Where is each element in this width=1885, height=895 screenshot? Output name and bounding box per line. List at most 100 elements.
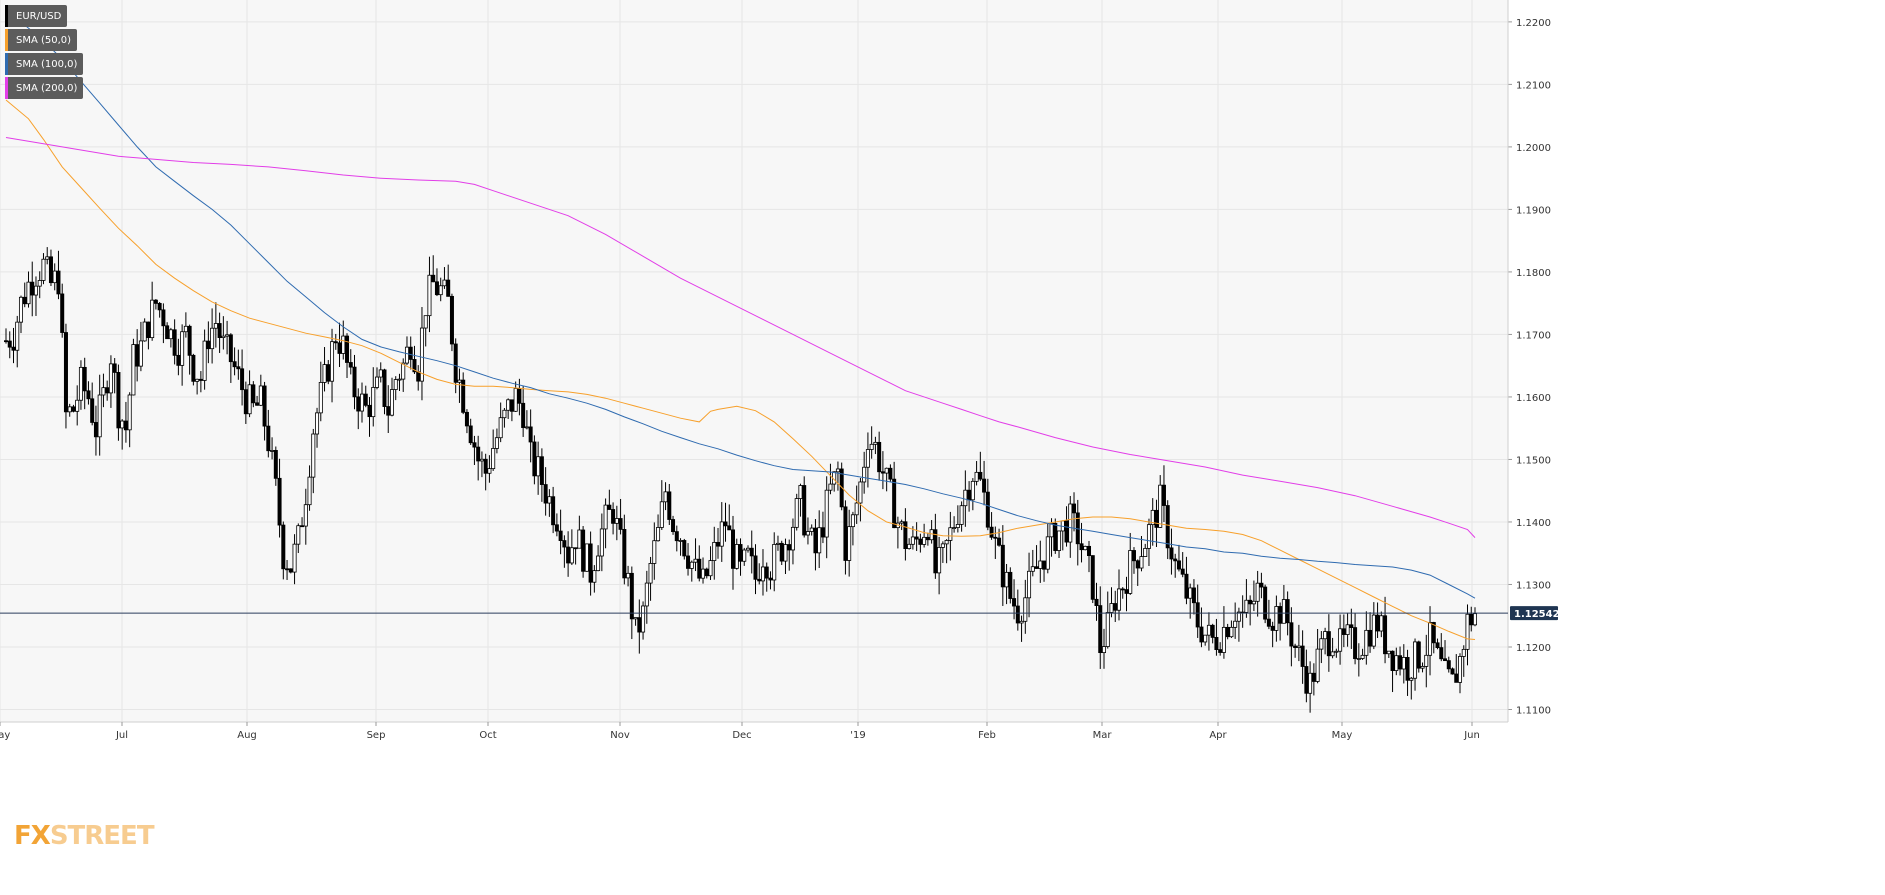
candle-body: [348, 362, 353, 368]
sma-line: [5, 12, 1476, 599]
candle-body: [198, 378, 203, 381]
candle-body: [1345, 624, 1350, 635]
candle-body: [183, 325, 188, 333]
candle-body: [817, 527, 822, 554]
legend-item-sma100[interactable]: SMA (100,0): [5, 53, 84, 75]
candle-body: [1368, 629, 1373, 647]
candle-body: [1004, 571, 1009, 588]
candle-body: [1424, 654, 1429, 667]
candle-body: [18, 296, 23, 323]
candle-body: [521, 402, 526, 428]
legend-item-sma200[interactable]: SMA (200,0): [5, 77, 84, 99]
last-price-badge: [1510, 606, 1558, 621]
candle-body: [266, 425, 271, 452]
candle-body: [1038, 560, 1043, 569]
candle-body: [63, 332, 68, 413]
candle-body: [1218, 649, 1223, 653]
candle-body: [955, 524, 960, 528]
candle-body: [596, 555, 601, 572]
candle-body: [693, 558, 698, 563]
candle-body: [659, 501, 664, 528]
candle-body: [869, 443, 874, 450]
candle-body: [285, 568, 290, 571]
candle-body: [472, 442, 477, 448]
candle-body: [431, 274, 436, 283]
candle-body: [26, 281, 31, 305]
x-tick-label: May: [0, 730, 10, 741]
candle-body: [45, 256, 50, 260]
candle-body: [944, 540, 949, 545]
candle-body: [1000, 544, 1005, 588]
candle-body: [1064, 520, 1069, 543]
candle-body: [378, 369, 383, 378]
candle-body: [1079, 543, 1084, 551]
candle-body: [180, 331, 185, 366]
candle-body: [1289, 622, 1294, 647]
candle-body: [873, 441, 878, 445]
candle-body: [1446, 660, 1451, 670]
candle-body: [974, 471, 979, 482]
candle-body: [1236, 611, 1241, 622]
candle-body: [86, 390, 91, 400]
candle-body: [794, 498, 799, 528]
candle-body: [1353, 627, 1358, 660]
candle-body: [1248, 599, 1253, 605]
candle-body: [1341, 628, 1346, 635]
candle-body: [753, 555, 758, 580]
candle-body: [296, 525, 301, 545]
candle-body: [232, 361, 237, 368]
candle-body: [1128, 550, 1133, 594]
candle-body: [270, 450, 275, 452]
candle-body: [1383, 615, 1388, 655]
candle-body: [449, 295, 454, 345]
candle-body: [281, 524, 286, 570]
candle-body: [933, 529, 938, 574]
candle-body: [33, 285, 38, 296]
legend-item-sma50[interactable]: SMA (50,0): [5, 29, 78, 51]
y-tick-label: 1.1100: [1516, 705, 1551, 716]
candle-body: [592, 570, 597, 583]
candle-body: [168, 329, 173, 340]
candle-body: [1431, 622, 1436, 644]
candle-body: [157, 303, 162, 311]
y-tick-label: 1.1800: [1516, 268, 1551, 279]
candle-body: [663, 491, 668, 503]
candle-body: [146, 321, 151, 339]
candle-body: [476, 446, 481, 462]
candle-body: [708, 560, 713, 577]
candle-body: [506, 399, 511, 411]
candle-body: [273, 450, 278, 479]
candle-body: [618, 518, 623, 530]
candle-body: [153, 299, 158, 304]
candle-body: [524, 426, 529, 429]
candle-body: [491, 448, 496, 470]
candle-body: [588, 543, 593, 583]
candle-body: [228, 334, 233, 363]
candle-body: [217, 323, 222, 338]
candle-body: [1401, 657, 1406, 670]
candle-body: [967, 489, 972, 501]
candle-body: [1398, 655, 1403, 670]
candle-body: [292, 543, 297, 573]
candle-body: [1049, 522, 1054, 538]
candle-body: [1338, 628, 1343, 652]
candle-body: [483, 458, 488, 474]
candle-body: [434, 281, 439, 296]
candle-body: [90, 398, 95, 423]
candle-body: [678, 540, 683, 542]
legend-item-eurusd[interactable]: EUR/USD: [5, 5, 68, 27]
candle-body: [161, 309, 166, 327]
candle-body: [37, 280, 42, 287]
candle-body: [562, 540, 567, 548]
x-tick-label: Jun: [1463, 730, 1480, 741]
candle-body: [1098, 605, 1103, 654]
candle-body: [412, 359, 417, 373]
candle-body: [1042, 560, 1047, 570]
candle-body: [1270, 625, 1275, 631]
candle-body: [1326, 631, 1331, 657]
candle-body: [41, 258, 46, 281]
candle-body: [1251, 600, 1256, 605]
candle-body: [772, 544, 777, 581]
candle-body: [824, 489, 829, 538]
